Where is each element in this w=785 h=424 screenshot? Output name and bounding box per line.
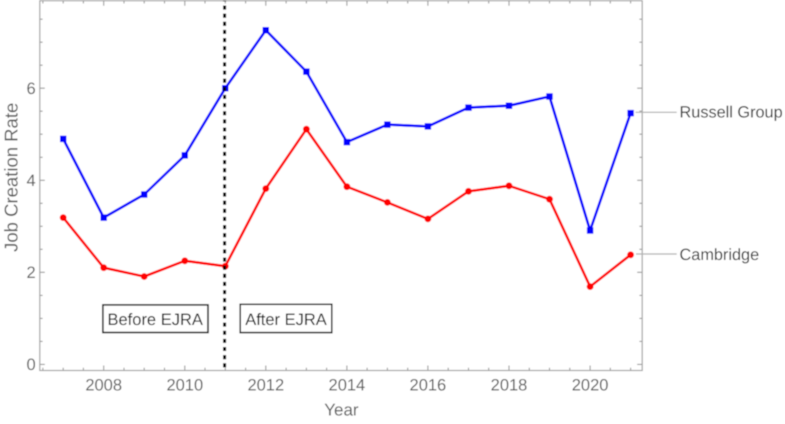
svg-text:2012: 2012 (247, 377, 284, 395)
svg-text:2008: 2008 (85, 377, 122, 395)
svg-text:2018: 2018 (491, 377, 528, 395)
svg-text:Job Creation Rate: Job Creation Rate (1, 103, 22, 252)
svg-text:Before EJRA: Before EJRA (108, 311, 203, 329)
svg-text:4: 4 (27, 172, 36, 190)
svg-text:2010: 2010 (166, 377, 203, 395)
svg-text:0: 0 (27, 356, 36, 374)
svg-text:6: 6 (27, 80, 36, 98)
svg-text:2014: 2014 (329, 377, 366, 395)
svg-text:Cambridge: Cambridge (680, 246, 760, 264)
svg-text:2: 2 (27, 264, 36, 282)
svg-text:Year: Year (324, 401, 359, 420)
svg-text:2016: 2016 (410, 377, 447, 395)
svg-text:Russell Group: Russell Group (680, 104, 783, 122)
svg-text:After EJRA: After EJRA (245, 311, 327, 329)
svg-text:2020: 2020 (572, 377, 609, 395)
